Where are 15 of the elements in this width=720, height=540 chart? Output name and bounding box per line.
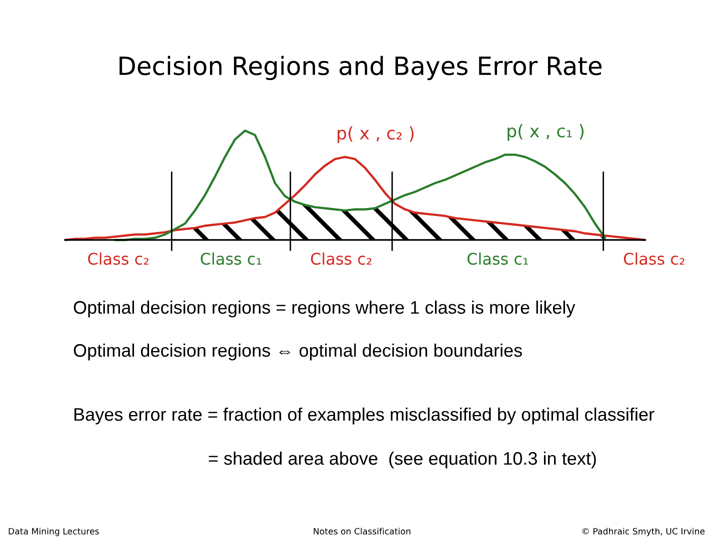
chart-title: Decision Regions and Bayes Error Rate [120,56,602,80]
text: Class c₂ [88,252,148,265]
text: Optimal decision regions = regions where 1 class is more likely [74,300,576,318]
text: Class c₁ [467,252,528,265]
text: Class c₁ [200,252,262,265]
text: Notes on Classification [314,528,410,534]
series-label: p( x , c₂ ) [338,126,414,144]
text: Class c₂ [624,252,684,265]
series-label: p( x , c₁ ) [508,124,584,141]
text: © Padhraic Smyth, UC Irvine [582,528,705,536]
text: Data Mining Lectures [8,528,99,536]
text: Optimal decision regions ⇔ optimal decision boundaries [74,344,522,360]
text: Bayes error rate = fraction of examples misclassified by optimal classifier [74,408,654,424]
text: = shaded area above (see equation 10.3 in text) [208,452,596,468]
text: Class c₂ [311,252,372,265]
